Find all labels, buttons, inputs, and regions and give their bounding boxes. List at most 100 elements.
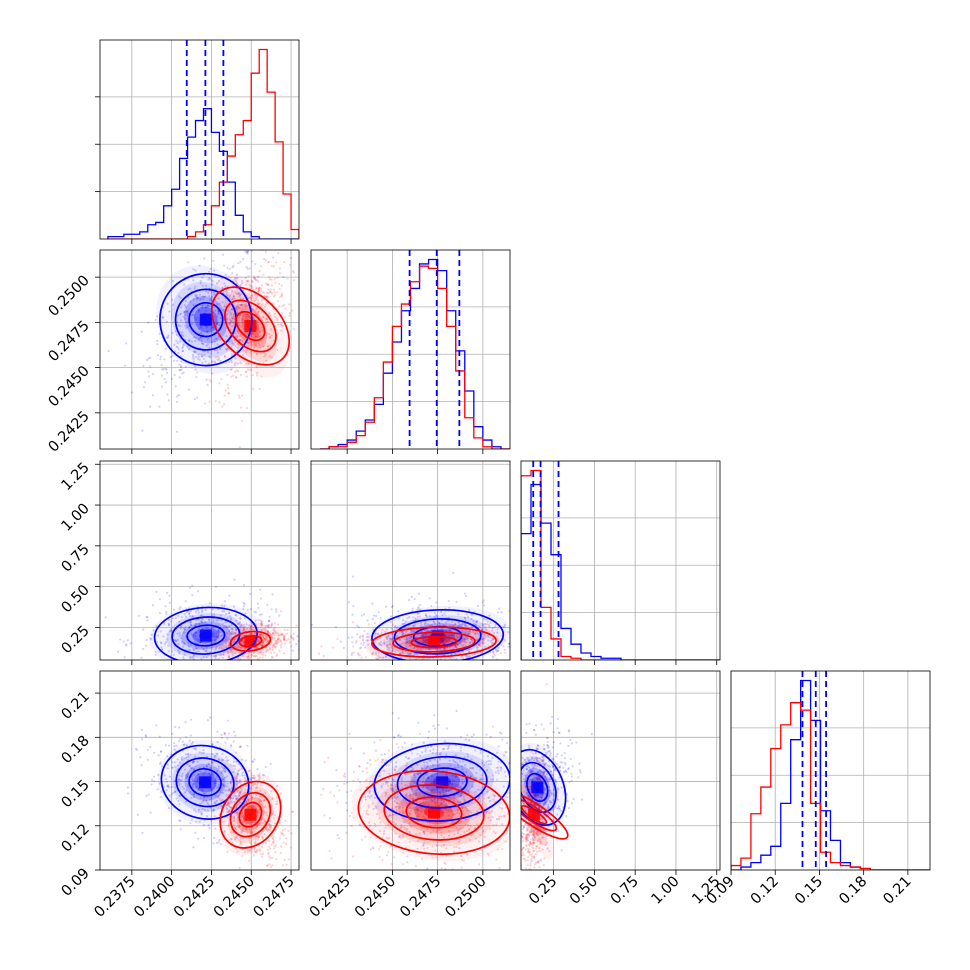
scatter-point bbox=[206, 304, 209, 307]
scatter-point bbox=[472, 622, 475, 625]
scatter-point bbox=[183, 653, 186, 656]
scatter-point bbox=[158, 405, 161, 408]
scatter-point bbox=[236, 369, 240, 373]
scatter-point bbox=[253, 294, 257, 297]
scatter-point bbox=[496, 611, 500, 614]
scatter-point bbox=[235, 645, 238, 648]
scatter-point bbox=[234, 632, 237, 635]
scatter-point bbox=[246, 655, 250, 659]
scatter-point bbox=[268, 874, 270, 876]
scatter-point bbox=[237, 262, 240, 265]
scatter-point bbox=[140, 764, 143, 767]
scatter-point bbox=[184, 365, 187, 369]
scatter-point bbox=[139, 756, 142, 759]
scatter-point bbox=[391, 711, 394, 715]
scatter-point bbox=[178, 295, 181, 298]
scatter-point bbox=[187, 339, 191, 343]
scatter-point bbox=[229, 359, 233, 362]
scatter-point bbox=[265, 637, 268, 640]
scatter-point bbox=[322, 787, 325, 791]
scatter-point bbox=[213, 613, 216, 616]
scatter-point bbox=[390, 638, 394, 641]
scatter-point bbox=[502, 625, 505, 629]
scatter-point bbox=[165, 663, 167, 665]
scatter-point bbox=[191, 614, 194, 618]
scatter-point bbox=[491, 637, 494, 640]
scatter-point bbox=[235, 628, 238, 632]
scatter-point bbox=[447, 599, 450, 603]
scatter-point bbox=[238, 323, 241, 326]
scatter-point bbox=[192, 298, 195, 301]
scatter-point bbox=[262, 234, 264, 236]
scatter-point bbox=[157, 754, 160, 757]
scatter-point bbox=[156, 353, 160, 357]
scatter-point bbox=[405, 631, 408, 634]
scatter-point bbox=[241, 629, 245, 632]
scatter-point bbox=[234, 361, 237, 364]
scatter-point bbox=[145, 644, 148, 647]
scatter-point bbox=[244, 307, 247, 310]
scatter-point bbox=[267, 283, 270, 287]
scatter-point bbox=[471, 640, 474, 643]
scatter-point bbox=[403, 638, 406, 641]
scatter-point bbox=[412, 624, 416, 627]
scatter-point bbox=[194, 351, 197, 354]
scatter-point bbox=[482, 638, 485, 641]
scatter-point bbox=[162, 635, 165, 638]
scatter-point bbox=[227, 387, 230, 390]
scatter-point bbox=[271, 655, 274, 658]
scatter-point bbox=[251, 388, 255, 391]
scatter-point bbox=[254, 277, 257, 280]
scatter-point bbox=[249, 633, 252, 636]
scatter-point bbox=[225, 289, 228, 293]
scatter-point bbox=[187, 348, 191, 351]
scatter-point bbox=[261, 852, 265, 855]
scatter-point bbox=[267, 623, 270, 627]
scatter-point bbox=[245, 251, 249, 254]
scatter-point bbox=[140, 728, 144, 731]
scatter-point bbox=[161, 316, 165, 319]
scatter-point bbox=[238, 295, 241, 298]
scatter-point bbox=[187, 261, 190, 264]
scatter-point bbox=[402, 632, 405, 635]
scatter-point bbox=[209, 662, 211, 664]
scatter-point bbox=[265, 321, 268, 324]
scatter-point bbox=[464, 641, 467, 644]
scatter-point bbox=[266, 283, 270, 286]
scatter-point bbox=[380, 665, 382, 667]
scatter-point bbox=[212, 269, 216, 272]
scatter-point bbox=[275, 261, 278, 264]
scatter-point bbox=[216, 315, 219, 318]
scatter-point bbox=[273, 291, 276, 294]
scatter-point bbox=[239, 373, 242, 376]
scatter-point bbox=[270, 292, 274, 295]
scatter-point bbox=[390, 605, 393, 609]
scatter-point bbox=[254, 344, 258, 347]
scatter-point bbox=[188, 626, 191, 629]
scatter-point bbox=[179, 365, 183, 369]
scatter-point bbox=[146, 358, 149, 362]
scatter-point bbox=[119, 638, 122, 641]
scatter-point bbox=[547, 636, 549, 638]
scatter-point bbox=[524, 643, 526, 645]
scatter-point bbox=[213, 633, 216, 636]
scatter-point bbox=[423, 641, 427, 644]
scatter-point bbox=[182, 334, 185, 338]
scatter-point bbox=[223, 305, 226, 308]
scatter-point bbox=[182, 371, 185, 374]
scatter-point bbox=[211, 635, 214, 638]
scatter-point bbox=[163, 378, 166, 381]
scatter-point bbox=[233, 363, 236, 366]
scatter-point bbox=[230, 339, 234, 342]
scatter-point bbox=[320, 793, 323, 796]
scatter-point bbox=[167, 650, 170, 653]
scatter-point bbox=[256, 870, 258, 872]
scatter-point bbox=[211, 280, 215, 283]
scatter-point bbox=[268, 276, 271, 279]
scatter-point bbox=[292, 278, 296, 282]
scatter-point bbox=[181, 740, 184, 743]
scatter-point bbox=[226, 291, 229, 294]
scatter-point bbox=[219, 339, 222, 342]
scatter-point bbox=[196, 316, 199, 319]
scatter-point bbox=[241, 303, 244, 307]
